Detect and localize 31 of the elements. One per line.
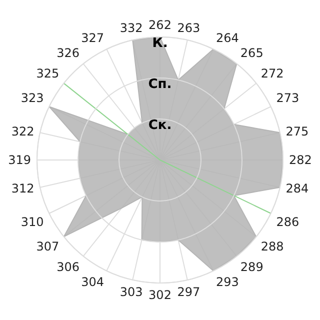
spoke-label: 326 xyxy=(56,46,80,60)
spoke-label: 265 xyxy=(240,46,264,60)
spoke-label: 288 xyxy=(260,239,284,254)
spoke-label: 282 xyxy=(289,153,312,167)
y-tick-label: К. xyxy=(152,36,168,51)
spoke-label: 297 xyxy=(177,284,200,299)
spoke-label: 273 xyxy=(276,91,300,106)
spoke-label: 325 xyxy=(36,66,60,81)
spoke-label: 275 xyxy=(286,124,309,138)
spoke-label: 307 xyxy=(36,239,60,254)
spoke-label: 323 xyxy=(20,91,44,106)
spoke-label: 322 xyxy=(11,124,34,138)
spoke-label: 310 xyxy=(20,214,44,229)
spoke-label: 302 xyxy=(148,288,172,302)
spoke-label: 303 xyxy=(120,284,143,299)
spoke-label: 319 xyxy=(8,153,31,167)
spoke-label: 312 xyxy=(11,182,34,196)
spoke-label: 286 xyxy=(276,214,300,229)
spoke-label: 272 xyxy=(260,66,284,81)
spoke-label: 262 xyxy=(148,18,172,32)
spoke-label: 306 xyxy=(56,260,80,274)
spoke-label: 304 xyxy=(81,275,104,290)
spoke-label: 284 xyxy=(286,182,309,196)
spoke-label: 263 xyxy=(177,21,200,36)
spoke-label: 289 xyxy=(240,260,264,274)
spoke-label: 293 xyxy=(216,275,239,290)
spoke-label: 264 xyxy=(216,30,239,45)
y-tick-label: Сп. xyxy=(148,77,172,92)
spoke-label: 332 xyxy=(120,21,143,36)
spoke-label: 327 xyxy=(81,30,104,45)
y-tick-label: Ск. xyxy=(148,118,172,133)
